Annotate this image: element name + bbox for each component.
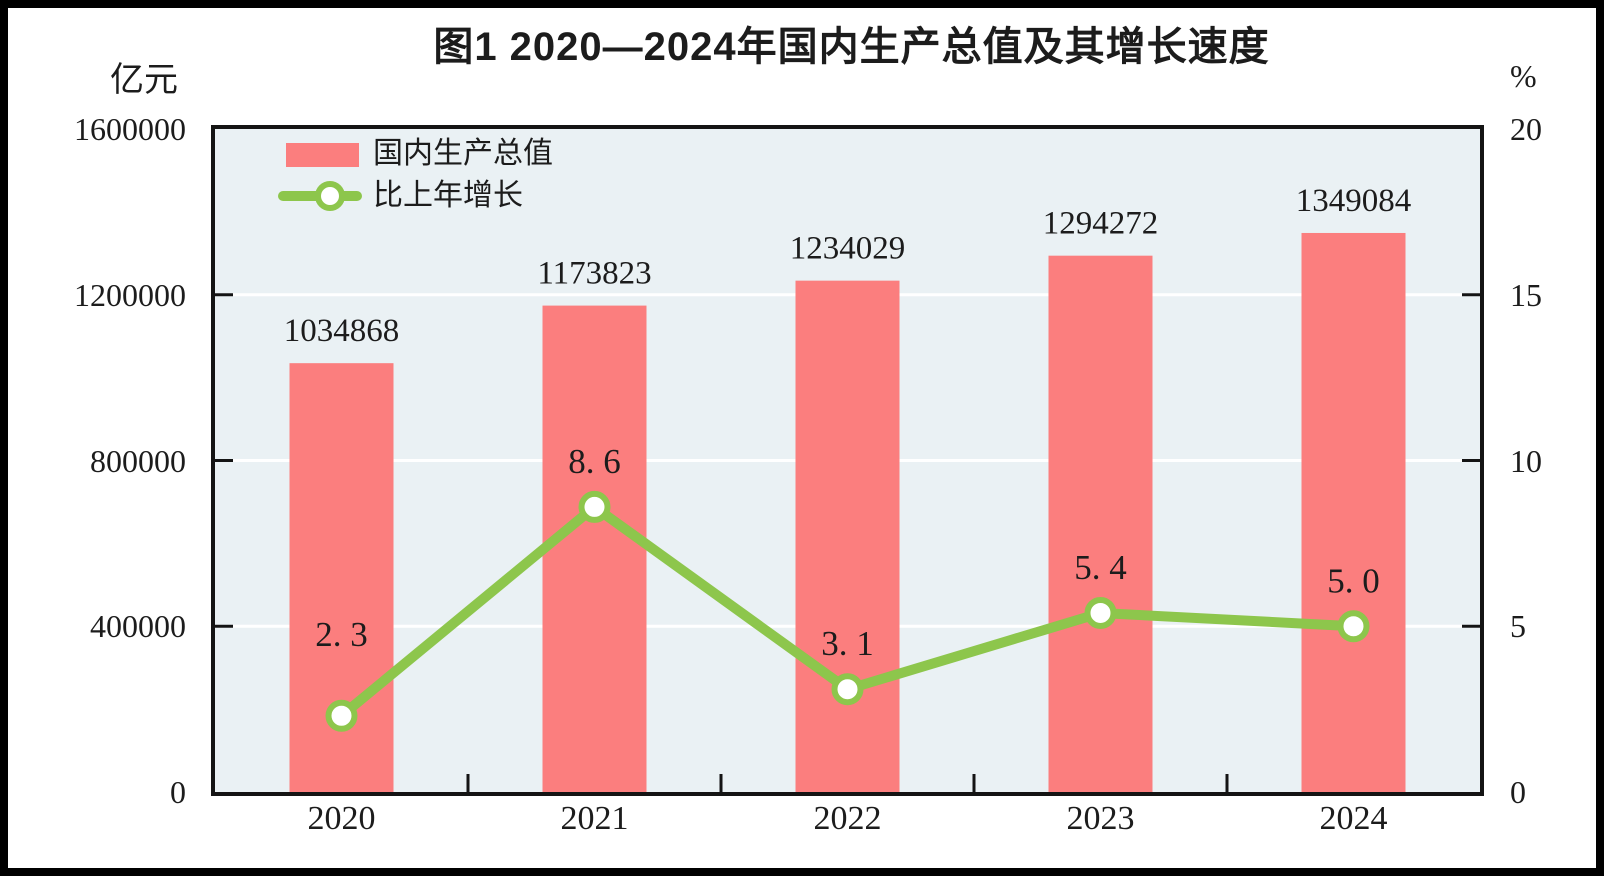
growth-value-label: 3. 1 <box>821 624 874 663</box>
right-axis-tick-label: 20 <box>1510 111 1542 147</box>
growth-marker-2020 <box>325 699 358 732</box>
growth-marker-2024 <box>1337 610 1370 643</box>
chart-title: 图1 2020—2024年国内生产总值及其增长速度 <box>433 25 1270 69</box>
growth-value-label: 5. 0 <box>1327 561 1380 600</box>
gdp-value-label: 1173823 <box>537 256 651 292</box>
growth-value-label: 2. 3 <box>315 615 368 654</box>
growth-legend-marker-icon <box>315 181 345 211</box>
growth-value-label: 8. 6 <box>568 442 621 481</box>
left-axis-tick-label: 800000 <box>90 442 186 479</box>
left-axis-tick-label: 0 <box>170 774 186 810</box>
growth-marker-2023 <box>1084 596 1117 629</box>
left-axis-tick-label: 1200000 <box>74 276 186 313</box>
left-axis-unit-label: 亿元 <box>110 62 178 99</box>
growth-marker-2022 <box>831 673 864 706</box>
gdp-bar-2023 <box>1048 255 1153 792</box>
gdp-bar-2021 <box>542 305 647 792</box>
growth-legend-label: 比上年增长 <box>373 179 523 212</box>
gdp-bar-2024 <box>1301 232 1406 792</box>
right-axis-unit-label: % <box>1510 58 1537 94</box>
left-axis-tick-label: 400000 <box>90 608 186 645</box>
gdp-value-label: 1294272 <box>1043 206 1159 242</box>
x-axis-category-label: 2024 <box>1319 800 1388 837</box>
growth-marker-2021 <box>578 490 611 523</box>
right-axis-tick-label: 10 <box>1510 442 1542 479</box>
gdp-legend-swatch <box>286 143 359 167</box>
chart-canvas: 1034868 1173823 1234029 1294272 1349084 2. 3 8… <box>215 183 1480 792</box>
x-axis-category-label: 2021 <box>560 800 629 837</box>
growth-value-label: 5. 4 <box>1074 548 1127 587</box>
left-axis-tick-label: 1600000 <box>74 111 186 147</box>
right-axis-tick-label: 0 <box>1510 774 1526 810</box>
x-axis-category-label: 2022 <box>813 800 882 837</box>
x-axis-category-label: 2020 <box>307 800 376 837</box>
right-axis-tick-label: 5 <box>1510 608 1526 645</box>
gdp-value-label: 1349084 <box>1296 183 1412 219</box>
gdp-value-label: 1034868 <box>284 313 400 349</box>
plot-area: 1034868 1173823 1234029 1294272 1349084 2. 3 8… <box>211 125 1484 796</box>
gdp-legend-label: 国内生产总值 <box>373 137 553 170</box>
gdp-value-label: 1234029 <box>790 231 906 267</box>
right-axis-tick-label: 15 <box>1510 276 1542 313</box>
gdp-bar-2022 <box>795 280 900 792</box>
x-axis-category-label: 2023 <box>1066 800 1135 837</box>
